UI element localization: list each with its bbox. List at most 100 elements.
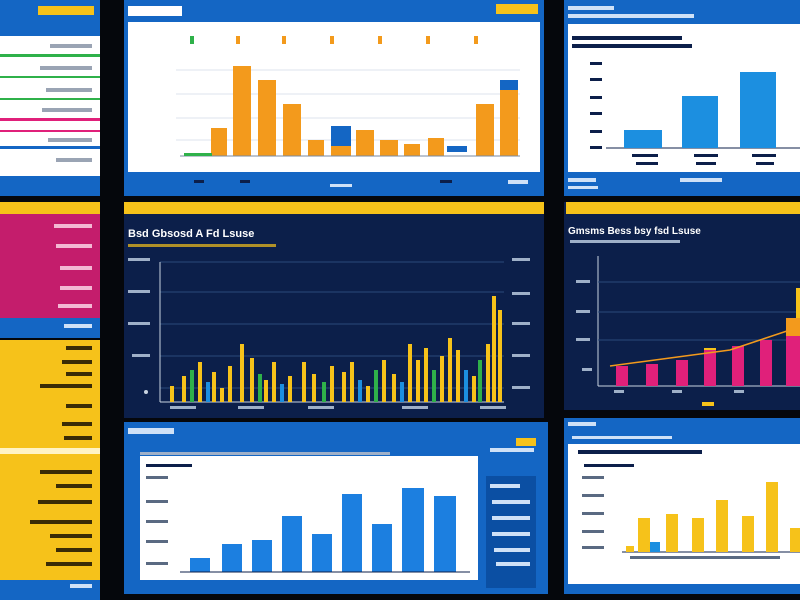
rt-xlabel-5	[752, 154, 776, 157]
rb-bar-5	[716, 500, 728, 552]
center-middle-title: Bsd Gbsosd A Fd Lsuse	[128, 228, 255, 240]
cb-side-label-3	[492, 516, 530, 520]
dark-xlabel-2	[238, 406, 264, 409]
legend-swatch-5	[378, 36, 382, 44]
cb-header-line	[140, 452, 390, 455]
rt-footer-1	[568, 178, 596, 182]
rt-title-1	[572, 36, 682, 40]
right-middle-header	[566, 202, 800, 214]
bar-12	[447, 146, 467, 152]
dark-tick-2	[128, 290, 150, 293]
left-bottom-rows	[30, 346, 92, 588]
rb-bar-3	[666, 514, 678, 552]
cb-bar-1	[190, 558, 210, 572]
cb-side-label-5	[494, 548, 530, 552]
left-row-text-5	[48, 138, 92, 142]
rt-title-2	[572, 44, 692, 48]
cb-bar-8	[402, 488, 424, 572]
legend-swatch-1	[190, 36, 194, 44]
left-bot-text-5	[66, 404, 92, 408]
rb-tick-2	[582, 494, 604, 497]
left-middle-header	[0, 202, 100, 214]
center-top-screen	[124, 0, 544, 196]
left-bot-text-3	[66, 372, 92, 376]
left-bot-text-10	[38, 500, 92, 504]
rt-bar-1	[624, 130, 662, 148]
legend-swatch-4	[330, 36, 334, 44]
rt-xlabel-1	[632, 154, 658, 157]
rm-bar-7	[760, 340, 772, 386]
rb-bar-9	[626, 546, 634, 552]
rt-tick-1	[590, 62, 602, 65]
left-row-text-2	[40, 66, 92, 70]
dark-right-tick-2	[512, 292, 530, 295]
rt-tick-3	[590, 96, 602, 99]
left-row-text-6	[56, 158, 92, 162]
left-row-line-3	[0, 98, 100, 100]
rb-header-1	[568, 422, 596, 426]
left-bot-text-13	[56, 548, 92, 552]
cb-header-badge	[128, 428, 174, 434]
cb-bar-9	[434, 496, 456, 572]
cb-bar-2	[222, 544, 242, 572]
dark-bars	[170, 296, 502, 402]
left-mid-text-3	[60, 266, 92, 270]
axis-baseline-green	[184, 153, 212, 156]
center-top-yellow-badge	[496, 4, 538, 14]
left-mid-text-6	[64, 324, 92, 328]
rb-tick-1	[582, 476, 604, 479]
bar-1	[211, 128, 227, 156]
rm-bar-9	[786, 318, 800, 336]
bar-2	[233, 66, 251, 156]
cb-tick-5	[146, 562, 168, 565]
left-middle-screen	[0, 202, 100, 338]
bar-6	[331, 126, 351, 146]
bar-9	[380, 140, 398, 156]
rm-tick-4	[582, 368, 592, 371]
dark-tick-1	[128, 258, 150, 261]
cb-side-label-4	[492, 532, 530, 536]
right-bottom-screen	[564, 418, 800, 594]
left-bot-text-15	[70, 584, 92, 588]
rt-bar-3	[740, 72, 776, 148]
axis-tick-label-1	[194, 180, 204, 183]
legend-swatch-2	[236, 36, 240, 44]
rt-header-2	[568, 14, 694, 18]
rm-subtitle	[570, 240, 680, 243]
left-row-line-6	[0, 146, 100, 149]
left-row-line-4	[0, 118, 100, 121]
dark-right-tick-5	[512, 386, 530, 389]
rt-tick-6	[590, 146, 602, 149]
rm-bar-10	[796, 288, 800, 318]
left-top-rows	[0, 44, 100, 162]
cb-top-label	[490, 448, 534, 452]
rm-bar-2	[646, 364, 658, 386]
bar-5	[308, 140, 324, 156]
rm-trend-line	[609, 329, 791, 367]
rb-bar-6	[742, 516, 754, 552]
rt-bar-2	[682, 96, 718, 148]
bar-4	[283, 104, 301, 156]
rb-tick-3	[582, 512, 604, 515]
dark-xlabel-3	[308, 406, 334, 409]
cb-side-label-2	[492, 500, 530, 504]
left-mid-text-4	[60, 286, 92, 290]
bar-3	[258, 80, 276, 156]
bar-7	[331, 146, 351, 156]
legend-swatch-7	[474, 36, 478, 44]
left-row-text-1	[50, 44, 92, 48]
rm-bar-6	[732, 346, 744, 386]
cb-tick-3	[146, 520, 168, 523]
rm-bar-4	[704, 350, 716, 386]
dark-xlabel-4	[402, 406, 428, 409]
rt-xlabel-4	[696, 162, 716, 165]
rm-bar-3	[676, 360, 688, 386]
left-middle-footer	[0, 318, 100, 338]
left-bottom-divider	[0, 448, 100, 454]
rb-title-2	[584, 464, 634, 467]
left-mid-text-5	[58, 304, 92, 308]
